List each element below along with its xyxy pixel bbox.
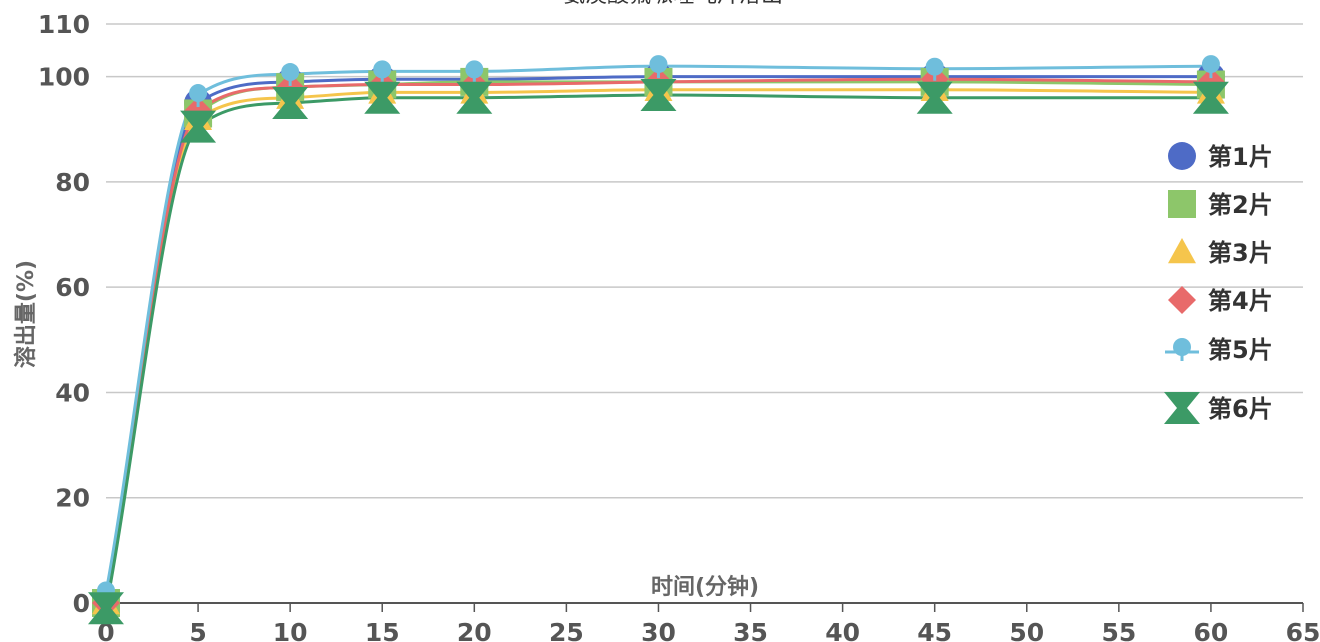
data-point-series-5: [925, 57, 944, 81]
y-tick-label: 40: [55, 378, 90, 407]
chart-title: 氨溴酸氟哌噻吨片溶出: [563, 0, 783, 8]
y-tick-label: 110: [38, 10, 90, 39]
x-tick-label: 45: [917, 618, 952, 642]
legend-label: 第2片: [1208, 191, 1273, 219]
data-point-series-5: [649, 55, 668, 79]
y-tick-label: 60: [55, 273, 90, 302]
x-tick-label: 10: [273, 618, 308, 642]
data-point-series-6: [180, 110, 217, 143]
legend-label: 第6片: [1208, 395, 1273, 423]
pin-head: [649, 55, 668, 74]
data-point-series-5: [465, 60, 484, 84]
legend-marker: [1173, 338, 1191, 361]
x-tick-label: 65: [1286, 618, 1320, 642]
legend-marker: [1164, 392, 1200, 424]
legend-marker: [1168, 142, 1196, 170]
legend-marker: [1168, 286, 1196, 314]
series-line-3: [104, 88, 1211, 604]
data-point-series-6: [88, 592, 124, 625]
x-tick-label: 35: [733, 618, 768, 642]
data-point-series-5: [189, 84, 208, 108]
pin-head: [373, 60, 392, 79]
series-line-6: [104, 93, 1211, 609]
x-tick-label: 15: [365, 618, 400, 642]
legend-marker: [1168, 190, 1196, 218]
legend-item-2: 第2片: [1168, 190, 1273, 219]
x-tick-label: 30: [641, 618, 676, 642]
series-line-1: [104, 75, 1211, 604]
pin-head: [1173, 338, 1191, 356]
x-tick-label: 40: [825, 618, 860, 642]
legend-item-4: 第4片: [1168, 286, 1273, 315]
legend-item-3: 第3片: [1168, 238, 1273, 267]
legend-label: 第3片: [1208, 239, 1273, 267]
pin-head: [465, 60, 484, 79]
x-tick-label: 60: [1194, 618, 1229, 642]
x-axis-title: 时间(分钟): [651, 574, 759, 600]
data-point-series-6: [272, 86, 309, 119]
series-lines: [104, 64, 1211, 609]
pin-head: [1201, 55, 1220, 74]
data-point-series-6: [640, 79, 677, 112]
legend-item-1: 第1片: [1168, 142, 1273, 171]
x-tick-label: 50: [1009, 618, 1044, 642]
x-tick-label: 20: [457, 618, 492, 642]
data-point-series-5: [373, 60, 392, 84]
pin-head: [925, 57, 944, 76]
y-tick-label: 100: [38, 63, 90, 92]
series-line-5: [104, 64, 1211, 593]
data-point-series-6: [364, 81, 401, 114]
y-tick-label: 0: [73, 589, 90, 618]
legend-item-5: 第5片: [1165, 336, 1273, 364]
legend-item-6: 第6片: [1164, 392, 1273, 424]
series-line-4: [104, 77, 1211, 604]
data-point-series-6: [1192, 81, 1229, 114]
y-tick-label: 20: [55, 484, 90, 513]
x-tick-label: 25: [549, 618, 584, 642]
legend-label: 第5片: [1208, 336, 1273, 364]
legend-marker: [1168, 238, 1196, 264]
pin-head: [281, 63, 300, 82]
legend-label: 第1片: [1208, 143, 1273, 171]
data-point-series-6: [916, 81, 953, 114]
series-markers: [88, 55, 1229, 625]
data-point-series-5: [1201, 55, 1220, 79]
y-tick-label: 80: [55, 168, 90, 197]
data-point-series-5: [281, 63, 300, 87]
y-axis-title: 溶出量(%): [13, 260, 39, 368]
x-tick-label: 55: [1101, 618, 1136, 642]
x-tick-label: 5: [189, 618, 206, 642]
series-line-2: [104, 80, 1211, 604]
pin-head: [189, 84, 208, 103]
legend-label: 第4片: [1208, 287, 1273, 315]
data-point-series-6: [456, 81, 493, 114]
